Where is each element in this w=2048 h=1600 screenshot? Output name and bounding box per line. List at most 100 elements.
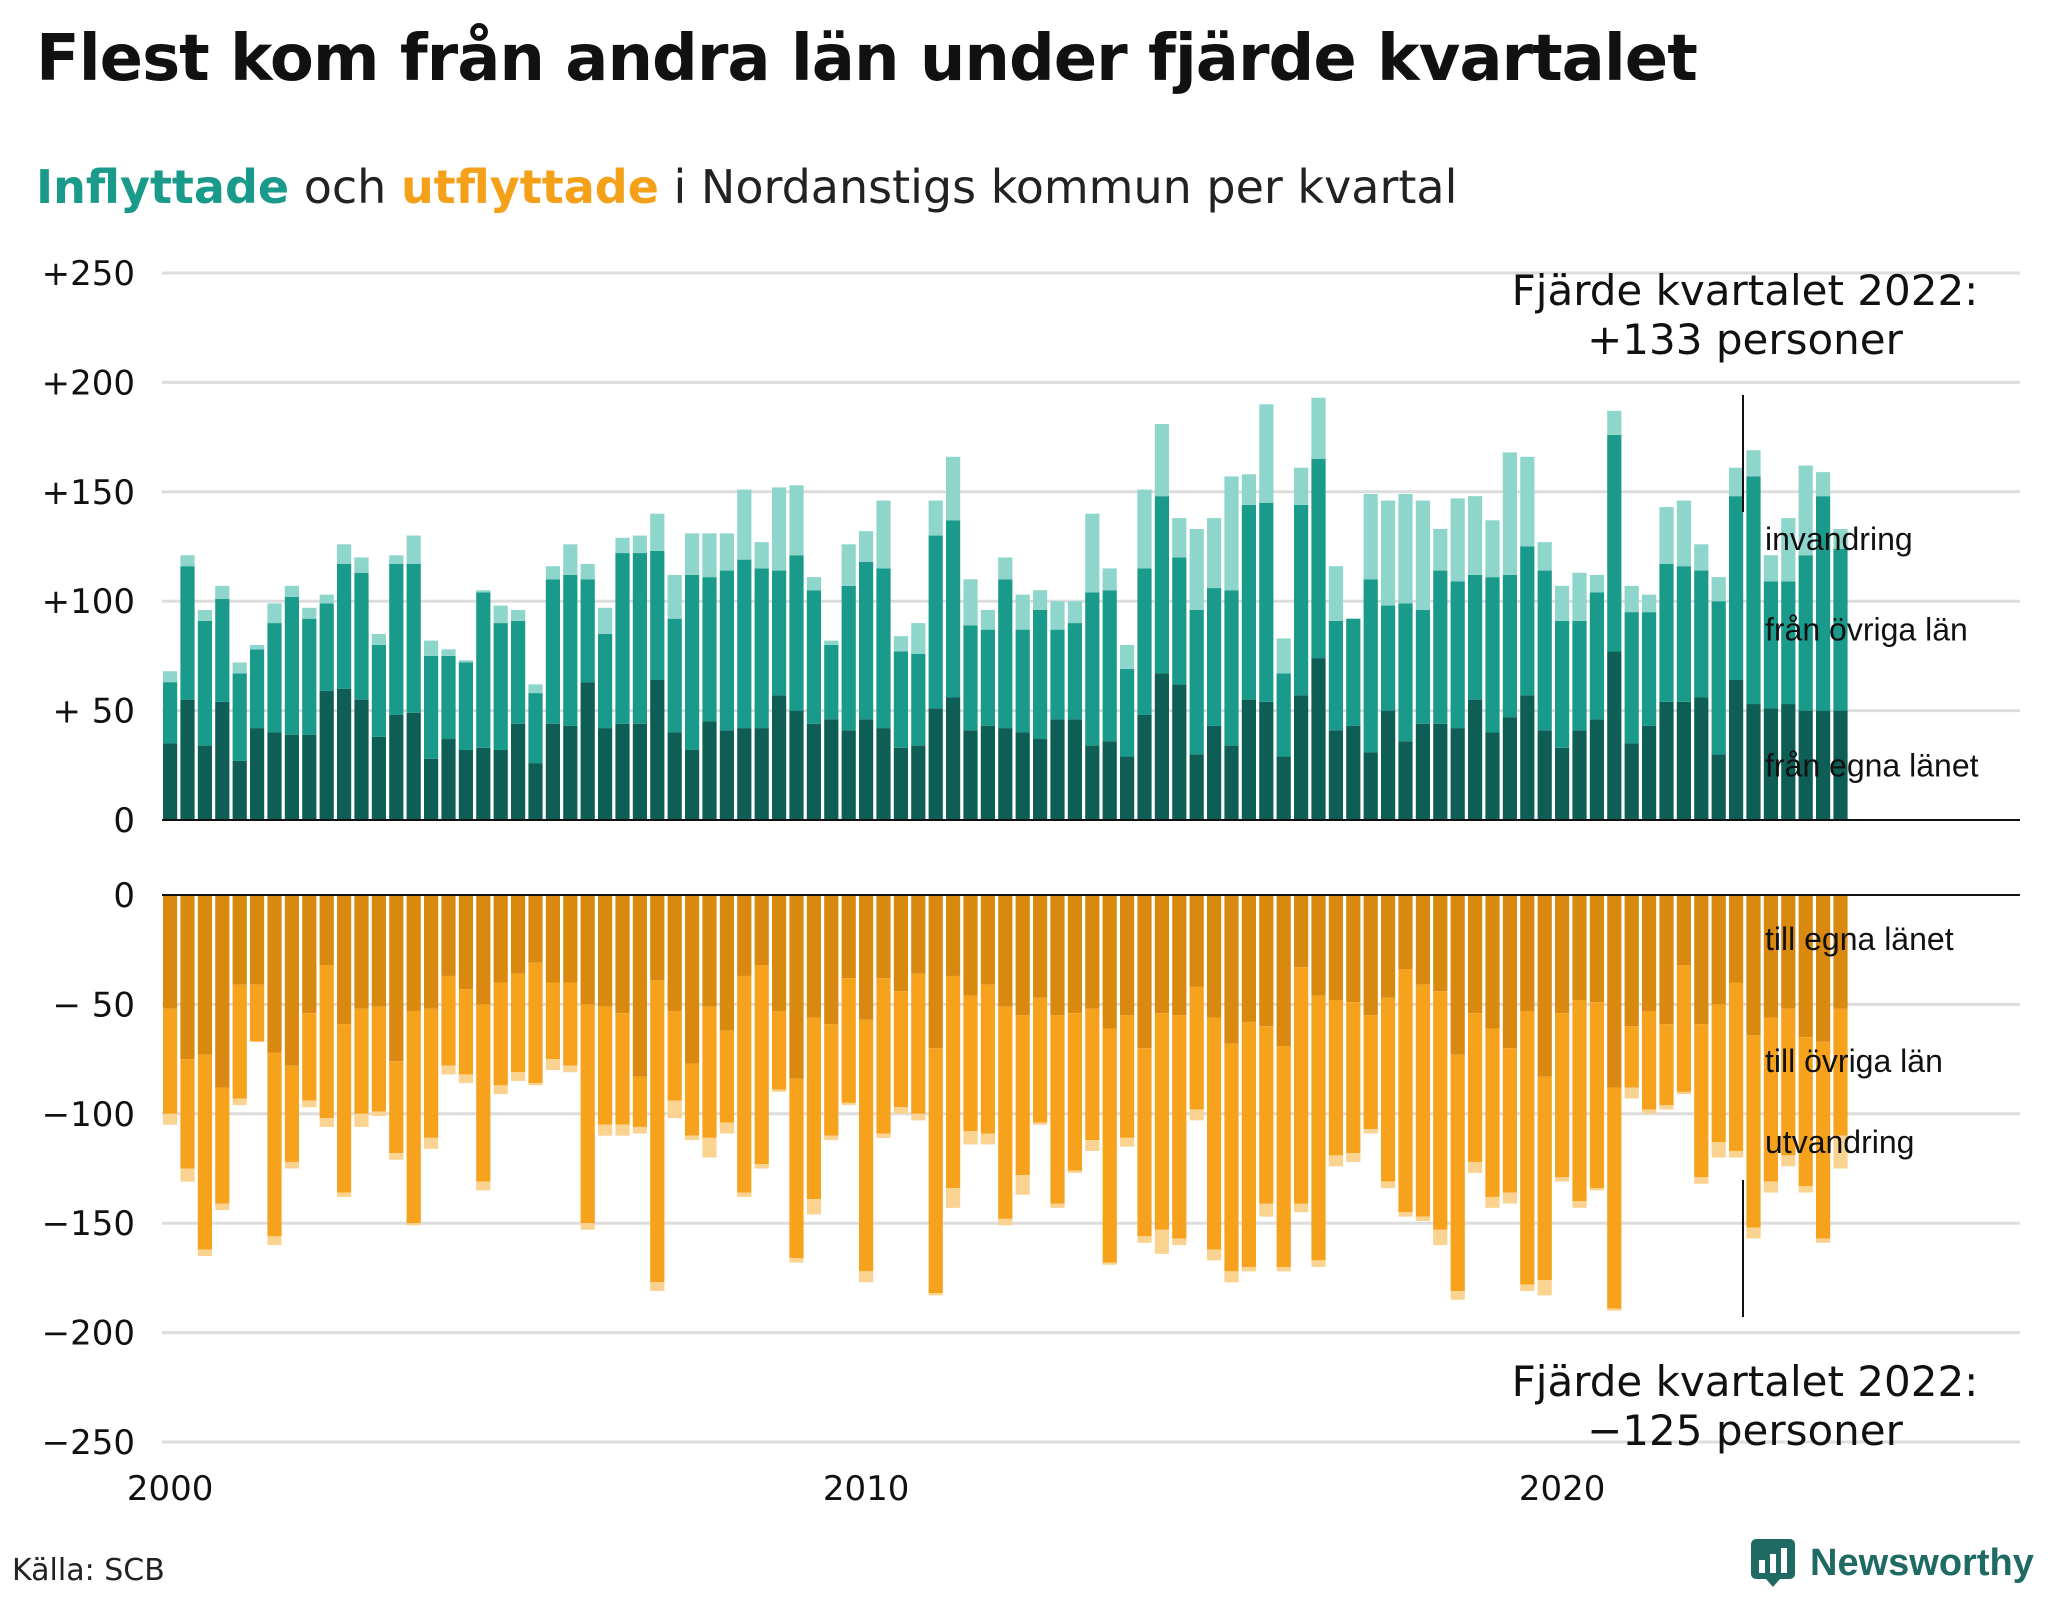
bar-inflow-segment <box>1537 570 1552 731</box>
bar-inflow-segment <box>893 636 908 652</box>
bar-inflow-segment <box>563 544 578 575</box>
bar-outflow-segment <box>424 1137 439 1149</box>
bar-inflow-segment <box>1642 725 1657 820</box>
bar-outflow-segment <box>1729 982 1744 1151</box>
bar-outflow-segment <box>1154 895 1169 1014</box>
bar-outflow-segment <box>1816 1041 1831 1239</box>
bar-inflow-segment <box>371 736 386 820</box>
bar-inflow-segment <box>1067 623 1082 720</box>
bar-inflow-segment <box>702 533 717 578</box>
y-tick-label-top: + 50 <box>52 692 135 732</box>
bar-outflow-segment <box>841 1102 856 1106</box>
bar-outflow-segment <box>1642 1010 1657 1110</box>
bar-outflow-segment <box>1224 1043 1239 1272</box>
bar-outflow-segment <box>1294 967 1309 1204</box>
bar-outflow-segment <box>1415 1216 1430 1222</box>
bar-outflow-segment <box>1520 1010 1535 1285</box>
bar-outflow-segment <box>1259 895 1274 1027</box>
bar-inflow-segment <box>424 758 439 820</box>
bar-inflow-segment <box>667 732 682 820</box>
y-tick-label-bottom: −200 <box>42 1314 135 1354</box>
bar-inflow-segment <box>876 568 891 729</box>
annotation-top-line2: +133 personer <box>1587 315 1904 364</box>
bar-outflow-segment <box>406 1223 421 1226</box>
bar-outflow-segment <box>1154 1013 1169 1230</box>
bar-inflow-segment <box>911 653 926 746</box>
bar-inflow-segment <box>163 671 178 683</box>
bar-inflow-segment <box>1624 585 1639 613</box>
bar-outflow-segment <box>563 895 578 983</box>
bar-outflow-segment <box>1241 1021 1256 1267</box>
bar-outflow-segment <box>1328 895 1343 1001</box>
bar-inflow-segment <box>1154 496 1169 674</box>
bar-inflow-segment <box>337 544 352 565</box>
bar-inflow-segment <box>1189 609 1204 755</box>
bar-outflow-segment <box>250 895 265 985</box>
bar-inflow-segment <box>946 520 961 698</box>
bar-outflow-segment <box>1833 1008 1848 1136</box>
bar-outflow-segment <box>632 1126 647 1134</box>
bar-inflow-segment <box>215 701 230 820</box>
bar-outflow-segment <box>1120 895 1135 1016</box>
bar-inflow-segment <box>319 594 334 604</box>
bar-inflow-segment <box>1555 620 1570 748</box>
bar-inflow-segment <box>1589 592 1604 720</box>
bar-outflow-segment <box>1398 969 1413 1213</box>
bar-inflow-segment <box>1311 397 1326 459</box>
bar-outflow-segment <box>1137 895 1152 1049</box>
bar-outflow-segment <box>615 1124 630 1136</box>
bar-outflow-segment <box>528 962 543 1084</box>
brand-name: Newsworthy <box>1810 1541 2034 1584</box>
bar-outflow-segment <box>1102 1028 1117 1263</box>
bar-inflow-segment <box>1816 710 1831 820</box>
bar-outflow-segment <box>1311 895 1326 996</box>
bar-inflow-segment <box>598 634 613 729</box>
bar-outflow-segment <box>1746 895 1761 1036</box>
bar-outflow-segment <box>1659 895 1674 1025</box>
bar-inflow-segment <box>998 579 1013 729</box>
bar-outflow-segment <box>1450 1054 1465 1292</box>
bar-outflow-segment <box>980 895 995 985</box>
bar-inflow-segment <box>1241 504 1256 700</box>
bar-inflow-segment <box>1572 572 1587 621</box>
bar-inflow-segment <box>1311 658 1326 820</box>
bar-inflow-segment <box>441 655 456 740</box>
bar-inflow-segment <box>615 553 630 724</box>
bar-inflow-segment <box>946 456 961 521</box>
bar-outflow-segment <box>1346 1002 1361 1154</box>
bar-inflow-segment <box>302 734 317 820</box>
bar-outflow-segment <box>1346 1153 1361 1162</box>
bar-inflow-segment <box>441 739 456 820</box>
bar-inflow-segment <box>302 618 317 735</box>
bar-inflow-segment <box>1015 629 1030 733</box>
bar-outflow-segment <box>163 1008 178 1114</box>
bar-outflow-segment <box>302 1100 317 1108</box>
bar-outflow-segment <box>806 895 821 1018</box>
bar-inflow-segment <box>789 555 804 711</box>
bar-outflow-segment <box>1502 895 1517 1049</box>
bar-inflow-segment <box>1450 728 1465 820</box>
bar-inflow-segment <box>1746 450 1761 477</box>
bar-outflow-segment <box>1189 1109 1204 1121</box>
bar-outflow-segment <box>1241 1266 1256 1272</box>
bar-outflow-segment <box>859 1271 874 1283</box>
bar-inflow-segment <box>1833 548 1848 711</box>
bar-outflow-segment <box>859 1019 874 1272</box>
bar-outflow-segment <box>1172 1015 1187 1239</box>
bar-inflow-segment <box>650 513 665 551</box>
bar-outflow-segment <box>215 1087 230 1204</box>
bar-outflow-segment <box>441 975 456 1066</box>
bar-outflow-segment <box>1381 1181 1396 1189</box>
newsworthy-logo-icon <box>1751 1539 1795 1587</box>
bar-inflow-segment <box>371 634 386 645</box>
bar-outflow-segment <box>1207 1249 1222 1261</box>
bar-outflow-segment <box>389 1061 404 1154</box>
bar-inflow-segment <box>511 620 526 724</box>
bar-inflow-segment <box>946 697 961 820</box>
bar-inflow-segment <box>180 555 195 567</box>
bar-outflow-segment <box>1520 895 1535 1011</box>
bar-inflow-segment <box>1363 752 1378 820</box>
bar-inflow-segment <box>1102 590 1117 742</box>
bar-outflow-segment <box>719 895 734 1031</box>
bar-outflow-segment <box>424 1008 439 1138</box>
